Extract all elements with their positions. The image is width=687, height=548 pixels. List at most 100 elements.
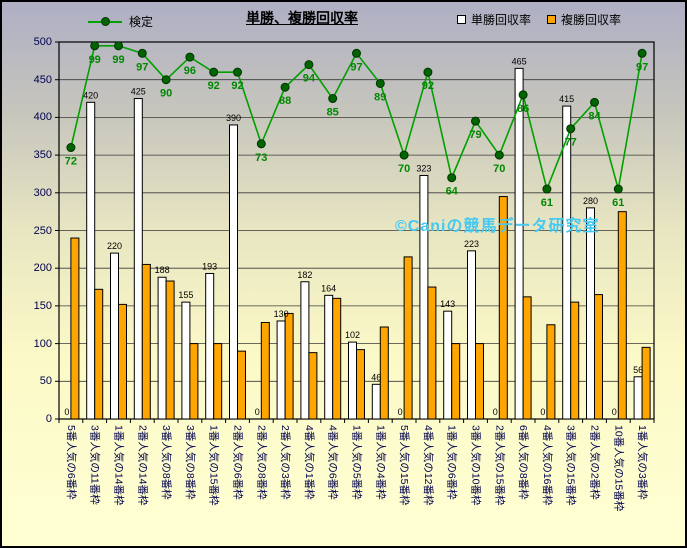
win-bar [110,252,119,420]
chart-canvas: 0 72 420 99 220 99 425 97 188 90 155 96 193 92 390 92 0 7… [55,41,655,423]
kentei-label: 84 [588,110,601,122]
kentei-point [185,52,195,62]
kentei-label: 92 [231,80,243,92]
watermark: ©Caniの競馬データ研究室 [395,218,600,235]
kentei-point [590,97,599,107]
kentei-label: 86 [517,103,529,115]
x-axis-label: 2番人気の2番枠 [588,425,601,500]
win-bar-label: 193 [202,261,217,271]
chart-title: 単勝、複勝回収率 [246,10,358,26]
place-bar [141,263,151,420]
win-bar [157,276,167,420]
place-bar [522,296,532,420]
kentei-point [137,48,147,58]
win-bar-label: 280 [583,196,598,206]
kentei-point [566,124,576,134]
place-bar [284,312,294,420]
kentei-point [375,78,385,88]
legend-place-label: 複勝回収率 [561,13,622,27]
win-bar [300,281,310,420]
line-dot-icon [101,17,110,26]
kentei-label: 77 [565,137,577,149]
place-bar [237,350,246,420]
x-axis-label: 3番人気の15番枠 [564,425,577,506]
x-axis-label: 3番人気の10番枠 [469,425,482,506]
kentei-point [280,82,290,92]
win-bar [467,250,476,420]
win-swatch-icon [457,15,466,24]
kentei-point [399,150,409,160]
x-axis-label: 4番人気の16番枠 [540,425,553,506]
place-bar [70,237,80,420]
place-bar [451,343,461,420]
kentei-label: 61 [612,197,624,209]
x-axis-label: 3番人気の8番枠 [160,425,173,500]
kentei-label: 70 [493,163,505,175]
x-axis-label: 1番人気の6番枠 [445,425,458,500]
x-axis-label: 5番人気の15番枠 [398,425,411,506]
win-bar [229,124,238,420]
kentei-label: 99 [112,54,124,66]
x-axis-label: 1番人気の15番枠 [207,425,220,506]
win-bar [514,67,524,420]
y-axis-label: 0 [45,413,52,425]
place-bar [570,301,580,420]
y-axis-label: 400 [33,111,52,124]
kentei-label: 61 [541,197,553,209]
y-axis-label: 100 [33,337,52,350]
place-bar [94,288,104,420]
win-bar-label: 164 [321,283,336,293]
win-bar-label: 143 [440,299,455,309]
win-bar-label: 130 [274,309,289,319]
win-bar-label: 220 [107,241,122,251]
legend-bars: 単勝回収率 複勝回収率 [457,11,621,28]
y-axis-label: 50 [39,375,52,388]
kentei-label: 92 [422,80,434,92]
y-axis-label: 200 [33,262,52,275]
win-bar [586,207,595,420]
x-axis-label: 4番人気の12番枠 [421,425,434,506]
kentei-label: 96 [184,65,196,77]
x-axis-label: 3番人気の8番枠 [183,425,196,500]
place-bar [617,211,627,420]
kentei-label: 92 [208,80,220,92]
x-axis-label: 4番人気の6番枠 [326,425,339,500]
plot-area: 0 72 420 99 220 99 425 97 188 90 155 96 193 92 390 92 0 7… [55,41,655,423]
kentei-label: 89 [374,91,386,103]
place-bar [498,196,508,420]
kentei-point [233,67,242,77]
x-axis-label: 1番人気の3番枠 [636,425,649,500]
win-bar-label: 102 [345,330,360,340]
place-bar [427,286,437,420]
x-axis-label: 10番人気の15番枠 [612,425,625,512]
place-bar [165,280,175,420]
win-bar-label: 323 [416,163,431,173]
legend-kentei: 検定 [88,13,153,30]
x-axis-label: 2番人気の14番枠 [136,425,149,506]
kentei-point [423,67,433,77]
y-axis-label: 250 [33,224,52,237]
win-bar [324,294,334,420]
win-bar [348,341,357,420]
kentei-label: 97 [350,61,362,73]
line-marker-icon [88,17,122,26]
win-bar-label: 0 [255,407,260,417]
x-axis-label: 3番人気の11番枠 [88,425,101,505]
x-axis-label: 2番人気の15番枠 [493,425,506,506]
y-axis-label: 450 [33,73,52,86]
win-bar [276,320,286,420]
kentei-point [114,41,123,51]
win-bar-label: 0 [540,407,545,417]
place-bar [379,326,389,420]
win-bar-label: 56 [633,365,643,375]
win-bar [633,376,643,420]
place-bar [332,297,342,420]
legend-kentei-label: 検定 [129,15,154,29]
kentei-point [304,60,314,70]
x-axis-label: 4番人気の1番枠 [302,425,315,500]
kentei-point [494,150,504,160]
win-bar-label: 465 [512,56,527,66]
win-bar [562,105,572,420]
win-bar-label: 0 [64,407,69,417]
